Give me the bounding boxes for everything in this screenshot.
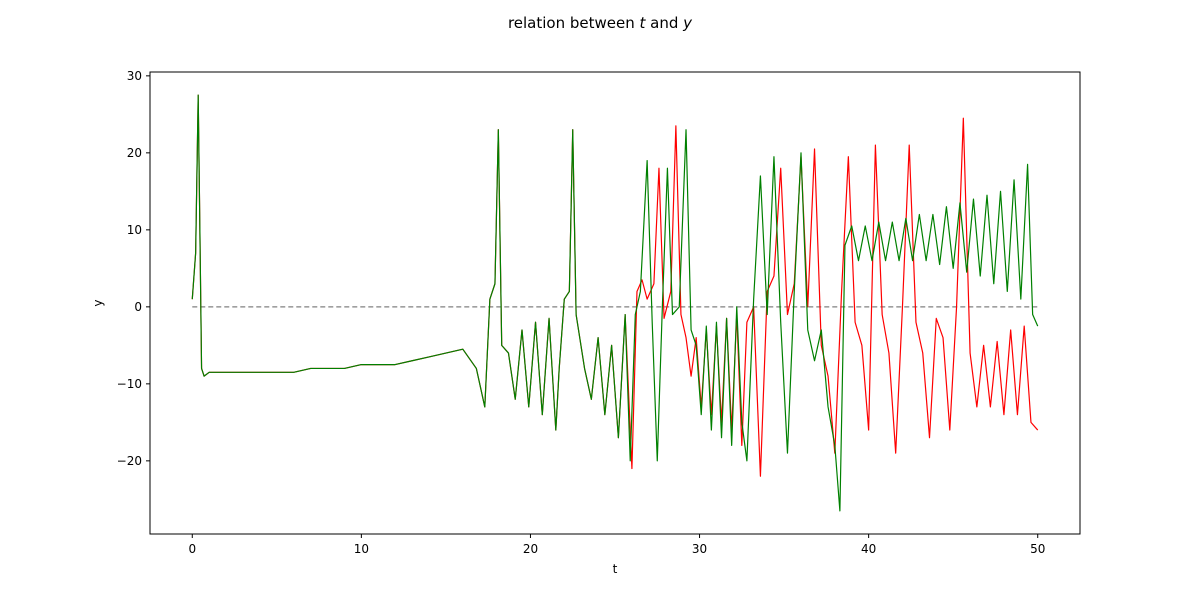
- y-axis-ticks: −20 −10 0 10 20 30: [117, 69, 150, 468]
- chart-title: relation between t and y: [508, 14, 693, 32]
- x-tick-label: 10: [354, 542, 369, 556]
- y-axis-label: y: [91, 299, 105, 306]
- chart-title-part-2: and: [645, 14, 683, 32]
- x-tick-label: 0: [188, 542, 196, 556]
- y-tick-label: −20: [117, 454, 142, 468]
- y-tick-label: 30: [127, 69, 142, 83]
- plot-frame: [149, 71, 1081, 535]
- x-tick-label: 30: [692, 542, 707, 556]
- x-tick-label: 40: [861, 542, 876, 556]
- series-line-2: [191, 94, 1039, 512]
- y-tick-label: 10: [127, 223, 142, 237]
- x-axis-ticks: 0 10 20 30 40 50: [188, 534, 1045, 556]
- y-tick-label: −10: [117, 377, 142, 391]
- series-layer: [191, 94, 1039, 512]
- x-tick-label: 50: [1030, 542, 1045, 556]
- y-tick-label: 20: [127, 146, 142, 160]
- chart-title-var-t: t: [640, 14, 647, 32]
- x-axis-label: t: [613, 562, 618, 576]
- y-tick-label: 0: [134, 300, 142, 314]
- series-line-1: [191, 94, 1039, 477]
- x-tick-label: 20: [523, 542, 538, 556]
- chart-title-var-y: y: [682, 14, 693, 32]
- chart-title-part-1: relation between: [508, 14, 640, 32]
